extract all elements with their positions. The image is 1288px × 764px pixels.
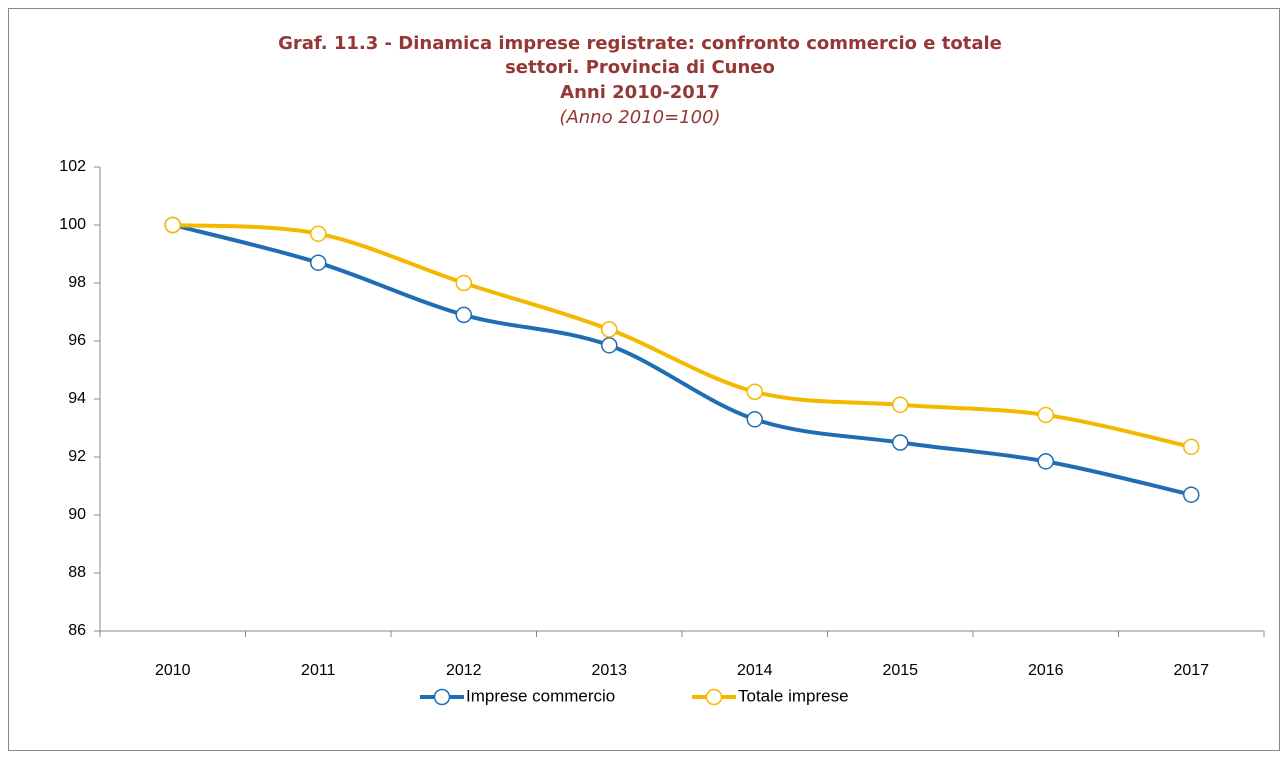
data-point — [746, 383, 763, 400]
data-point — [164, 216, 181, 234]
chart-title: settori. Provincia di Cuneo — [505, 57, 775, 78]
y-tick-label: 92 — [68, 448, 86, 465]
legend-label: Imprese commercio — [466, 686, 615, 705]
y-tick-label: 102 — [59, 158, 86, 175]
y-tick-label: 88 — [68, 564, 86, 581]
data-point — [310, 254, 327, 271]
legend-label: Totale imprese — [738, 686, 849, 705]
chart-title: Graf. 11.3 - Dinamica imprese registrate… — [278, 33, 1002, 54]
x-tick-label: 2016 — [1028, 662, 1064, 679]
legend-marker — [705, 688, 723, 706]
x-tick-label: 2017 — [1173, 662, 1209, 679]
data-point — [1037, 406, 1054, 424]
data-point — [746, 411, 763, 428]
y-tick-label: 98 — [68, 274, 86, 291]
x-tick-label: 2014 — [737, 662, 773, 679]
series-line — [172, 223, 1192, 449]
y-tick-label: 90 — [68, 506, 86, 523]
legend-marker — [433, 688, 451, 706]
data-point — [1183, 438, 1200, 456]
x-tick-label: 2013 — [591, 662, 627, 679]
x-tick-label: 2015 — [882, 662, 918, 679]
y-tick-label: 100 — [59, 216, 86, 233]
y-tick-label: 94 — [68, 390, 86, 407]
data-point — [892, 434, 909, 451]
chart-subtitle: (Anno 2010=100) — [559, 107, 720, 128]
data-point — [310, 225, 327, 242]
data-point — [601, 321, 618, 338]
data-point — [601, 337, 618, 354]
chart-title: Anni 2010-2017 — [560, 82, 720, 103]
x-tick-label: 2010 — [155, 662, 191, 679]
y-tick-label: 86 — [68, 622, 86, 639]
x-tick-label: 2012 — [446, 662, 482, 679]
data-point — [892, 396, 909, 414]
data-point — [455, 306, 472, 324]
y-tick-label: 96 — [68, 332, 86, 349]
x-tick-label: 2011 — [301, 662, 336, 679]
data-point — [1183, 486, 1200, 503]
chart-frame — [8, 8, 1280, 751]
data-point — [1037, 453, 1054, 470]
series-line — [172, 223, 1192, 497]
data-point — [455, 274, 472, 292]
